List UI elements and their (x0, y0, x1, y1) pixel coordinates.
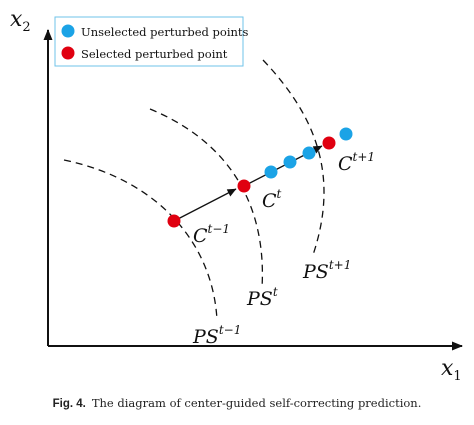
y-axis-label: x2 (10, 7, 31, 35)
center-point-t-minus-1 (167, 214, 181, 228)
center-point-t (237, 179, 251, 193)
legend-swatch-unselected (61, 24, 75, 38)
unselected-point (302, 146, 316, 160)
pareto-set-curve-t-minus-1 (63, 159, 218, 321)
pareto-set-label-t: PSt (246, 285, 278, 310)
legend-label-selected: Selected perturbed point (81, 47, 228, 61)
figure-caption-text: The diagram of center-guided self-correc… (91, 396, 422, 410)
legend-box (54, 16, 244, 67)
unselected-point (283, 155, 297, 169)
unselected-point (264, 165, 278, 179)
pareto-set-label-t-minus-1: PSt−1 (192, 323, 241, 348)
figure-caption: Fig. 4. The diagram of center-guided self… (0, 396, 474, 410)
unselected-point (339, 127, 353, 141)
legend-label-unselected: Unselected perturbed points (81, 25, 249, 39)
x-axis-label: x1 (441, 356, 462, 384)
center-point-t-plus-1 (322, 136, 336, 150)
legend: Unselected perturbed points Selected per… (54, 16, 249, 67)
figure-number: Fig. 4. (52, 398, 86, 410)
center-label-t-minus-1: Ct−1 (193, 222, 230, 247)
center-label-t-plus-1: Ct+1 (338, 150, 375, 175)
legend-swatch-selected (61, 46, 75, 60)
pareto-set-curve-t (149, 108, 264, 289)
center-label-t: Ct (262, 187, 282, 212)
arrow-center-t-minus-1-to-t (173, 188, 237, 222)
pareto-set-label-t-plus-1: PSt+1 (302, 258, 351, 283)
